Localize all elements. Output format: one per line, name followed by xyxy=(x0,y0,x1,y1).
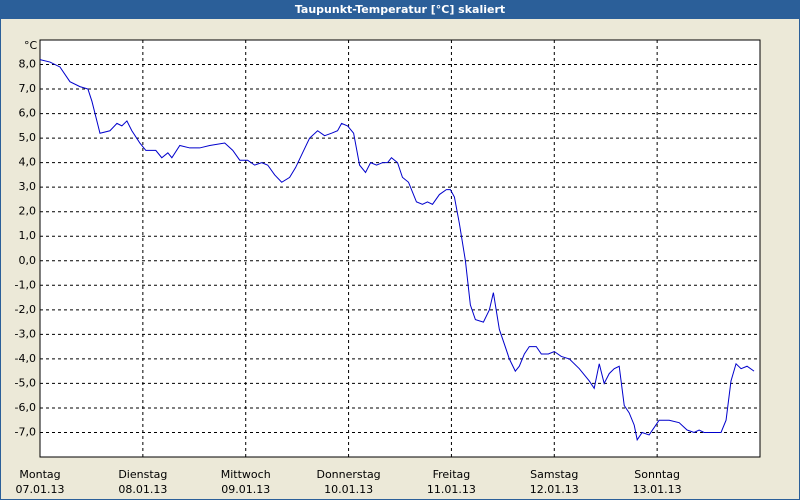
x-tick-label: Donnerstag xyxy=(316,468,380,481)
plot-area xyxy=(40,40,760,457)
y-tick-label: -6,0 xyxy=(15,401,36,414)
x-tick-date: 12.01.13 xyxy=(530,483,579,496)
x-tick-date: 07.01.13 xyxy=(16,483,65,496)
y-tick-label: -2,0 xyxy=(15,303,36,316)
y-tick-label: 6,0 xyxy=(19,107,37,120)
y-tick-label: -1,0 xyxy=(15,278,36,291)
x-tick-date: 13.01.13 xyxy=(633,483,682,496)
y-tick-label: 3,0 xyxy=(19,180,37,193)
y-tick-label: 8,0 xyxy=(19,58,37,71)
x-tick-date: 09.01.13 xyxy=(221,483,270,496)
x-tick-label: Montag xyxy=(19,468,60,481)
y-tick-label: 0,0 xyxy=(19,254,37,267)
x-tick-label: Samstag xyxy=(530,468,578,481)
x-tick-date: 11.01.13 xyxy=(427,483,476,496)
y-tick-label: 5,0 xyxy=(19,131,37,144)
unit-label: °C xyxy=(24,39,38,52)
y-tick-label: 2,0 xyxy=(19,205,37,218)
y-tick-label: -5,0 xyxy=(15,376,36,389)
x-tick-label: Sonntag xyxy=(634,468,680,481)
plot-frame xyxy=(39,39,761,458)
y-tick-label: -3,0 xyxy=(15,327,36,340)
x-tick-label: Dienstag xyxy=(118,468,167,481)
line xyxy=(39,59,755,442)
y-tick-label: 4,0 xyxy=(19,156,37,169)
x-tick-date: 10.01.13 xyxy=(324,483,373,496)
x-tick-label: Mittwoch xyxy=(221,468,271,481)
y-tick-label: 1,0 xyxy=(19,229,37,242)
title-bar xyxy=(0,0,800,19)
y-tick-label: -7,0 xyxy=(15,425,36,438)
x-tick-date: 08.01.13 xyxy=(118,483,167,496)
x-tick-label: Freitag xyxy=(433,468,471,481)
y-tick-label: -4,0 xyxy=(15,352,36,365)
chart-title: Taupunkt-Temperatur [°C] skaliert xyxy=(295,3,505,16)
y-tick-label: 7,0 xyxy=(19,82,37,95)
